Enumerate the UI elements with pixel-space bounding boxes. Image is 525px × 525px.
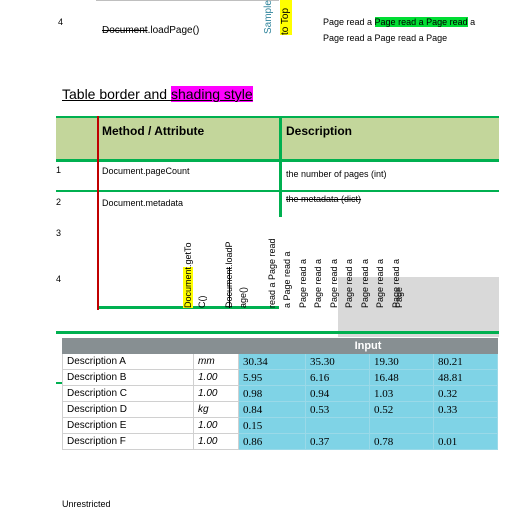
value-cell: 0.98 (238, 385, 306, 402)
value-cell: 1.03 (369, 385, 434, 402)
row-unit: kg (193, 401, 239, 418)
method-strike-text: Document (102, 25, 148, 36)
header-method: Method / Attribute (102, 124, 205, 138)
value-cell: 0.52 (369, 401, 434, 418)
rotated-desc-8: Page read a (375, 258, 385, 308)
table-row: Description E 1.00 0.15 (62, 417, 499, 434)
row-unit: 1.00 (193, 417, 239, 434)
vertical-text-to-top: to Top (280, 0, 292, 35)
border-red-left (97, 116, 99, 310)
value-cell: 30.34 (238, 353, 306, 370)
value-cell (432, 417, 499, 434)
description-line-2: Page read a Page read a Page (323, 33, 448, 43)
value-cell: 48.81 (432, 369, 499, 386)
green-highlight: Page read a Page read (374, 17, 468, 27)
rotated-method-2b: age() (238, 286, 248, 308)
row-label: Description B (62, 369, 194, 386)
row-label: Description C (62, 385, 194, 402)
styled-table-header (56, 116, 499, 159)
section-heading: Table border and shading style (62, 86, 253, 102)
value-cell (369, 417, 434, 434)
border-top (56, 116, 499, 118)
rotated-desc-4: Page read a (313, 258, 323, 308)
row-2-num: 2 (56, 197, 62, 207)
rotated-desc-7: Page read a (360, 258, 370, 308)
value-cell: 0.84 (238, 401, 306, 418)
value-cell: 0.33 (432, 401, 499, 418)
value-cell: 0.32 (432, 385, 499, 402)
rotated-desc-3: Page read a (298, 258, 308, 308)
table-row: Description F 1.00 0.86 0.37 0.78 0.01 (62, 433, 499, 450)
rotated-method-2: Document.loadP (224, 241, 234, 308)
row-number: 4 (58, 17, 64, 27)
value-cell: 0.01 (432, 433, 499, 450)
input-title: Input (237, 338, 499, 354)
description-line-1: Page read a Page read a Page read a (323, 17, 476, 27)
row-2-method: Document.metadata (102, 198, 184, 208)
rotated-desc-2: a Page read a (282, 251, 292, 308)
border-mid (279, 116, 282, 217)
table-row: Description B 1.00 5.95 6.16 16.48 48.81 (62, 369, 499, 386)
value-cell: 0.37 (305, 433, 370, 450)
value-cell: 6.16 (305, 369, 370, 386)
row-4-num: 4 (56, 274, 62, 284)
rotated-method-1b: C() (197, 295, 207, 309)
value-cell: 0.94 (305, 385, 370, 402)
vertical-text-sample: Sample (263, 0, 274, 34)
row-label: Description E (62, 417, 194, 434)
method-cell: Document.loadPage() (102, 25, 199, 37)
rotated-method-1: Document.getTo (183, 242, 193, 308)
row-1-description: the number of pages (int) (286, 169, 387, 179)
table-bottom-border (96, 0, 279, 1)
input-table-header: Input (62, 338, 499, 354)
value-cell: 5.95 (238, 369, 306, 386)
value-cell: 0.53 (305, 401, 370, 418)
row-1-num: 1 (56, 165, 62, 175)
row-unit: 1.00 (193, 433, 239, 450)
rotated-desc-6: Page read a (344, 258, 354, 308)
row-unit: 1.00 (193, 385, 239, 402)
heading-highlight: shading style (170, 86, 253, 102)
value-cell (305, 417, 370, 434)
border-header-bottom (56, 159, 499, 162)
row-3-num: 3 (56, 228, 62, 238)
border-row-2 (56, 331, 499, 334)
row-label: Description F (62, 433, 194, 450)
header-description: Description (286, 124, 353, 138)
border-row-1 (56, 190, 499, 192)
row-unit: mm (193, 353, 239, 370)
value-cell: 16.48 (369, 369, 434, 386)
styled-table: Method / Attribute Description (56, 116, 499, 384)
value-cell: 35.30 (305, 353, 370, 370)
description-shading (338, 277, 499, 337)
table-row: Description C 1.00 0.98 0.94 1.03 0.32 (62, 385, 499, 402)
rotated-desc-1: read a Page read (267, 238, 277, 308)
rotated-desc-5: Page read a (329, 258, 339, 308)
row-1-method: Document.pageCount (102, 166, 190, 176)
value-cell: 19.30 (369, 353, 434, 370)
value-cell: 0.78 (369, 433, 434, 450)
row-label: Description A (62, 353, 194, 370)
value-cell: 0.86 (238, 433, 306, 450)
rotated-desc-10: Page (394, 286, 404, 308)
method-rest-text: .loadPage() (147, 25, 200, 36)
row-unit: 1.00 (193, 369, 239, 386)
row-2-description: the metadata (dict) (286, 194, 362, 204)
footer-classification: Unrestricted (62, 499, 111, 509)
row-label: Description D (62, 401, 194, 418)
value-cell: 80.21 (432, 353, 499, 370)
value-cell: 0.15 (238, 417, 306, 434)
